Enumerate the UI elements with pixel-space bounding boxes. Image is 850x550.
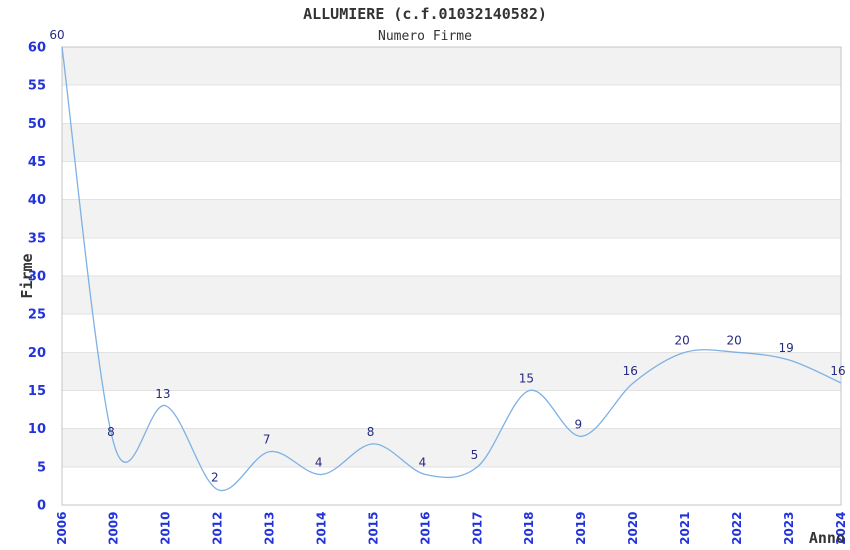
data-point-label: 8 bbox=[107, 425, 115, 439]
y-tick-label: 5 bbox=[37, 460, 46, 475]
y-tick-label: 15 bbox=[28, 384, 46, 399]
grid-band bbox=[62, 199, 841, 238]
series-line bbox=[61, 46, 842, 492]
grid-band bbox=[62, 352, 841, 391]
x-tick-label: 2015 bbox=[366, 512, 380, 545]
x-tick-label: 2016 bbox=[418, 512, 432, 545]
y-tick-label: 55 bbox=[28, 79, 46, 94]
x-tick-label: 2010 bbox=[159, 512, 173, 545]
chart-title: ALLUMIERE (c.f.01032140582) bbox=[303, 5, 547, 23]
data-point-label: 19 bbox=[778, 341, 793, 355]
data-point-label: 8 bbox=[367, 425, 375, 439]
data-point-label: 20 bbox=[675, 333, 690, 347]
data-point-label: 7 bbox=[263, 433, 271, 447]
plot-border bbox=[61, 46, 842, 506]
x-axis-tick-labels: 2006 2009 2010 2012 2013 2014 2015 2016 2017 2018… bbox=[55, 512, 848, 545]
y-tick-label: 40 bbox=[28, 193, 46, 208]
y-axis-tick-labels: 0 5 10 15 20 25 30 35 40 45 50 55 60 bbox=[28, 41, 46, 514]
y-tick-label: 25 bbox=[28, 308, 46, 323]
grid-band bbox=[62, 276, 841, 315]
data-point-label: 13 bbox=[155, 387, 170, 401]
data-point-label: 4 bbox=[315, 456, 323, 470]
y-tick-label: 30 bbox=[28, 270, 46, 285]
x-tick-label: 2009 bbox=[107, 512, 121, 545]
grid-band bbox=[62, 123, 841, 162]
x-tick-label: 2024 bbox=[834, 512, 848, 545]
grid-band bbox=[62, 428, 841, 467]
data-point-label: 9 bbox=[574, 417, 582, 431]
grid-bands bbox=[62, 47, 841, 467]
x-tick-label: 2018 bbox=[522, 512, 536, 545]
x-tick-label: 2014 bbox=[315, 512, 329, 545]
y-tick-label: 60 bbox=[28, 41, 46, 56]
data-point-label: 15 bbox=[519, 372, 534, 386]
data-point-label: 60 bbox=[49, 28, 64, 42]
data-point-label: 5 bbox=[471, 448, 479, 462]
x-tick-label: 2012 bbox=[211, 512, 225, 545]
x-tick-label: 2006 bbox=[55, 512, 69, 545]
y-tick-label: 35 bbox=[28, 231, 46, 246]
y-tick-label: 20 bbox=[28, 346, 46, 361]
plot-frame bbox=[61, 46, 842, 506]
x-tick-label: 2017 bbox=[470, 512, 484, 545]
x-tick-label: 2019 bbox=[574, 512, 588, 545]
series-line-layer bbox=[61, 46, 842, 492]
data-point-label: 4 bbox=[419, 456, 427, 470]
grid-band bbox=[62, 47, 841, 86]
x-tick-label: 2023 bbox=[782, 512, 796, 545]
chart-subtitle: Numero Firme bbox=[378, 29, 472, 44]
data-point-label: 2 bbox=[211, 471, 219, 485]
x-tick-label: 2021 bbox=[678, 512, 692, 545]
data-point-label: 16 bbox=[830, 364, 845, 378]
y-tick-label: 45 bbox=[28, 155, 46, 170]
y-axis-title: Firme bbox=[18, 253, 36, 298]
x-tick-label: 2013 bbox=[263, 512, 277, 545]
y-tick-label: 0 bbox=[37, 499, 46, 514]
x-tick-label: 2022 bbox=[730, 512, 744, 545]
data-point-label: 16 bbox=[623, 364, 638, 378]
x-axis-title: Anno bbox=[809, 529, 845, 547]
data-point-label: 20 bbox=[726, 333, 741, 347]
data-point-labels: 60 8 13 2 7 4 8 4 5 15 9 16 20 20 19 16 bbox=[49, 28, 845, 485]
y-tick-label: 50 bbox=[28, 117, 46, 132]
y-tick-label: 10 bbox=[28, 422, 46, 437]
x-tick-label: 2020 bbox=[626, 512, 640, 545]
